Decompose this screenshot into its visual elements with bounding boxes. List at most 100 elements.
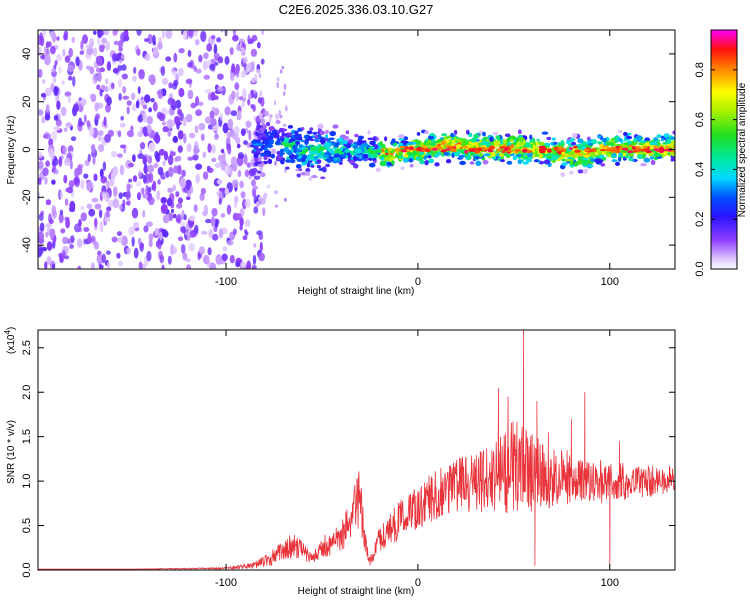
spectrogram-cell xyxy=(211,207,218,217)
spectrogram-cell xyxy=(211,34,216,40)
spectrogram-cell xyxy=(65,218,70,229)
spectrogram-cell xyxy=(561,158,567,162)
spectrogram-cell xyxy=(78,117,83,128)
spectrogram-cell xyxy=(217,73,224,80)
spectrogram-cell xyxy=(232,179,239,188)
spectrogram-cell xyxy=(219,158,227,166)
spectrogram-cell xyxy=(189,229,197,238)
spectrogram-cell xyxy=(118,40,123,49)
spectrogram-cell xyxy=(408,158,414,163)
spectrogram-cell xyxy=(200,230,208,235)
spectrogram-cell xyxy=(148,239,153,248)
spectrogram-cell xyxy=(48,148,54,158)
spectrogram-cell xyxy=(247,98,251,106)
spectrogram-cell xyxy=(51,32,57,43)
spectrogram-cell xyxy=(165,56,172,62)
spectrogram-cell xyxy=(237,170,242,178)
spectrogram-cell xyxy=(320,176,326,180)
spectrogram-cell xyxy=(104,217,111,223)
spectrogram-cell xyxy=(252,265,257,269)
spectrogram-cell xyxy=(352,144,359,149)
spectrogram-cell xyxy=(123,30,129,39)
spectrogram-cell xyxy=(142,210,146,218)
spectrogram-hotspot xyxy=(642,146,649,149)
spectrogram-cell xyxy=(206,43,213,52)
spectrogram-cell xyxy=(270,153,276,159)
spectrogram-cell xyxy=(187,62,193,68)
spectrogram-cell xyxy=(63,174,68,184)
spectrogram-ytick-label: -40 xyxy=(21,237,33,253)
spectrogram-cell xyxy=(279,153,284,157)
spectrogram-cell xyxy=(349,159,356,165)
spectrogram-cell xyxy=(208,229,214,238)
spectrogram-cell xyxy=(517,156,522,159)
spectrogram-cell xyxy=(274,100,276,106)
spectrogram-cell xyxy=(398,142,404,146)
spectrogram-cell xyxy=(105,210,110,220)
spectrogram-cell xyxy=(157,166,164,176)
spectrogram-cell xyxy=(86,203,93,210)
spectrogram-cell xyxy=(142,112,148,123)
spectrogram-cell xyxy=(143,174,147,184)
spectrogram-cell xyxy=(475,160,482,166)
spectrogram-cell xyxy=(357,158,363,162)
spectrogram-cell xyxy=(220,162,225,169)
spectrogram-cell xyxy=(39,35,45,47)
spectrogram-cell xyxy=(173,165,179,174)
spectrogram-cell xyxy=(202,60,208,71)
spectrogram-cell xyxy=(178,87,185,98)
spectrogram-hotspot xyxy=(499,146,505,149)
spectrogram-cell xyxy=(38,68,43,78)
spectrogram-cell xyxy=(198,54,203,63)
spectrogram-cell xyxy=(590,139,598,145)
spectrogram-cell xyxy=(232,30,237,36)
spectrogram-cell xyxy=(200,31,207,43)
spectrogram-cell xyxy=(391,138,396,144)
spectrogram-cell xyxy=(67,64,74,73)
spectrogram-cell xyxy=(53,168,59,175)
spectrogram-ylabel: Frequency (Hz) xyxy=(6,116,17,185)
spectrogram-cell xyxy=(56,100,61,110)
spectrogram-cell xyxy=(98,144,105,153)
spectrogram-cell xyxy=(433,153,440,158)
spectrogram-cell xyxy=(45,160,50,167)
spectrogram-cell xyxy=(128,178,133,183)
spectrogram-cell xyxy=(80,205,85,211)
spectrogram-cell xyxy=(125,191,130,200)
spectrogram-cell xyxy=(285,166,290,170)
spectrogram-cell xyxy=(276,82,280,89)
spectrogram-cell xyxy=(367,130,371,135)
spectrogram-cell xyxy=(218,198,222,205)
spectrogram-cell xyxy=(350,152,357,156)
spectrogram-cell xyxy=(111,82,115,90)
spectrogram-cell xyxy=(142,155,147,165)
spectrogram-cell xyxy=(253,153,259,158)
spectrogram-cell xyxy=(259,127,266,133)
spectrogram-cell xyxy=(175,216,181,223)
spectrogram-cell xyxy=(145,174,152,180)
spectrogram-cell xyxy=(133,66,137,74)
spectrogram-cell xyxy=(147,164,155,173)
spectrogram-cell xyxy=(148,196,155,206)
spectrogram-cell xyxy=(244,219,251,228)
spectrogram-cell xyxy=(252,254,257,265)
spectrogram-cell xyxy=(541,131,549,135)
spectrogram-cell xyxy=(430,142,437,146)
spectrogram-cell xyxy=(259,172,266,178)
spectrogram-cell xyxy=(158,113,166,122)
spectrogram-cell xyxy=(247,62,252,70)
spectrogram-cell xyxy=(295,168,301,172)
spectrogram-cell xyxy=(105,41,110,51)
spectrogram-cell xyxy=(260,58,265,65)
spectrogram-cell xyxy=(352,156,358,161)
spectrogram-cell xyxy=(146,115,153,125)
spectrogram-cell xyxy=(140,126,144,136)
spectrogram-cell xyxy=(127,130,134,138)
spectrogram-cell xyxy=(493,140,501,146)
spectrogram-cell xyxy=(305,168,311,173)
spectrogram-cell xyxy=(144,38,150,43)
spectrogram-cell xyxy=(45,199,52,206)
spectrogram-cell xyxy=(148,107,153,113)
spectrogram-cell xyxy=(135,100,140,109)
spectrogram-cell xyxy=(398,134,405,140)
